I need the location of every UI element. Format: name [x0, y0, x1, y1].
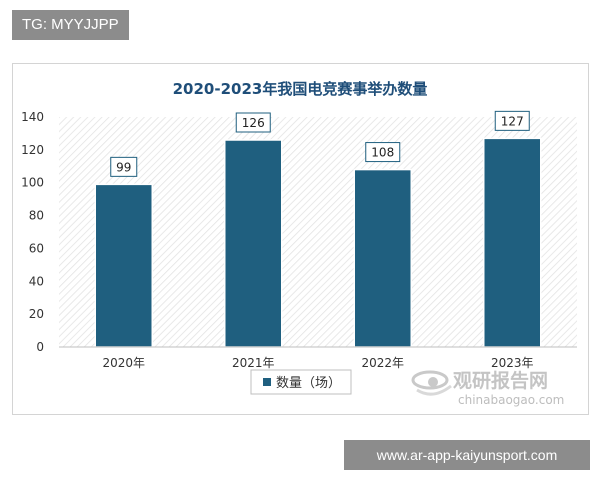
data-label-box: [235, 112, 271, 133]
x-tick-label: 2022年: [361, 356, 404, 370]
chinabaogao-logo-icon: [411, 370, 452, 396]
bar: [483, 137, 542, 348]
x-tick-label: 2021年: [232, 356, 275, 370]
y-tick-label: 120: [21, 143, 44, 157]
y-tick-label: 100: [21, 176, 44, 190]
y-tick-label: 80: [29, 209, 44, 223]
y-tick-label: 60: [29, 241, 44, 255]
watermark-tag-bottom: www.ar-app-kaiyunsport.com: [344, 440, 590, 470]
logo-name: 观研报告网: [453, 369, 548, 392]
chart-title: 2020-2023年我国电竞赛事举办数量: [173, 80, 428, 98]
y-tick-label: 20: [29, 307, 44, 321]
bar: [224, 139, 283, 348]
legend-swatch: [263, 378, 271, 386]
source-logo: 观研报告网 chinabaogao.com: [411, 369, 564, 407]
data-label-box: [365, 142, 401, 163]
legend: 数量（场）: [250, 369, 352, 395]
bar: [353, 168, 412, 348]
data-label-box: [110, 156, 138, 177]
data-label: 108: [371, 146, 394, 160]
data-label: 126: [242, 116, 265, 130]
y-tick-label: 40: [29, 274, 44, 288]
logo-url: chinabaogao.com: [458, 393, 564, 407]
chart-frame: 2020-2023年我国电竞赛事举办数量 0 20 40 60 80 100 120 140 …: [12, 63, 589, 415]
x-tick-label: 2020年: [102, 356, 145, 370]
data-label: 99: [116, 160, 131, 174]
watermark-tag-top: TG: MYYJJPP: [12, 10, 129, 40]
data-label-box: [494, 110, 530, 131]
bar: [94, 183, 153, 348]
bar-chart: 2020-2023年我国电竞赛事举办数量 020406080100120140 …: [21, 80, 577, 407]
legend-label: 数量（场）: [276, 376, 341, 391]
data-label: 127: [501, 114, 524, 128]
x-tick-label: 2023年: [491, 356, 534, 370]
y-tick-label: 140: [21, 110, 44, 124]
y-tick-label: 0: [36, 340, 44, 354]
